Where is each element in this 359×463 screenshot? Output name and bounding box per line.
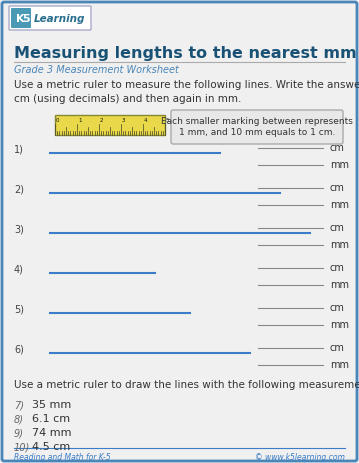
Text: 5: 5 — [22, 14, 30, 24]
Text: mm: mm — [330, 240, 349, 250]
Text: mm: mm — [330, 320, 349, 330]
Text: 2: 2 — [100, 118, 103, 123]
Text: 7): 7) — [14, 400, 24, 410]
Text: mm: mm — [330, 360, 349, 370]
Text: 6.1 cm: 6.1 cm — [32, 414, 70, 424]
Text: 1): 1) — [14, 145, 24, 155]
Text: mm: mm — [330, 280, 349, 290]
Text: cm: cm — [330, 183, 345, 193]
Text: cm: cm — [330, 223, 345, 233]
Text: Use a metric ruler to measure the following lines. Write the answer in
cm (using: Use a metric ruler to measure the follow… — [14, 80, 359, 104]
Text: 4.5 cm: 4.5 cm — [32, 442, 70, 452]
Text: 3: 3 — [122, 118, 126, 123]
Text: 5): 5) — [14, 305, 24, 315]
Text: K: K — [16, 14, 24, 24]
Text: mm: mm — [330, 200, 349, 210]
FancyBboxPatch shape — [9, 6, 91, 30]
Text: © www.k5learning.com: © www.k5learning.com — [255, 453, 345, 462]
Text: Grade 3 Measurement Worksheet: Grade 3 Measurement Worksheet — [14, 65, 179, 75]
Text: cm: cm — [330, 343, 345, 353]
Bar — [55, 115, 165, 135]
Text: 74 mm: 74 mm — [32, 428, 71, 438]
Text: 4: 4 — [144, 118, 148, 123]
Text: 5: 5 — [166, 118, 169, 123]
Text: 8): 8) — [14, 414, 24, 424]
Text: 35 mm: 35 mm — [32, 400, 71, 410]
Text: 9): 9) — [14, 428, 24, 438]
Text: Each smaller marking between represents
1 mm, and 10 mm equals to 1 cm.: Each smaller marking between represents … — [161, 117, 353, 138]
Text: 10): 10) — [14, 442, 30, 452]
FancyBboxPatch shape — [11, 8, 31, 28]
Text: 1: 1 — [78, 118, 81, 123]
Text: cm: cm — [330, 263, 345, 273]
Text: Learning: Learning — [34, 14, 85, 24]
Text: cm: cm — [330, 143, 345, 153]
Text: Reading and Math for K-5: Reading and Math for K-5 — [14, 453, 111, 462]
Text: cm: cm — [330, 303, 345, 313]
FancyBboxPatch shape — [171, 110, 343, 144]
Text: 6): 6) — [14, 345, 24, 355]
Text: Use a metric ruler to draw the lines with the following measurement.: Use a metric ruler to draw the lines wit… — [14, 380, 359, 390]
Text: 2): 2) — [14, 185, 24, 195]
Text: 0: 0 — [56, 118, 60, 123]
Text: Measuring lengths to the nearest mm: Measuring lengths to the nearest mm — [14, 46, 356, 61]
Text: 3): 3) — [14, 225, 24, 235]
Text: mm: mm — [330, 160, 349, 170]
Text: 4): 4) — [14, 265, 24, 275]
